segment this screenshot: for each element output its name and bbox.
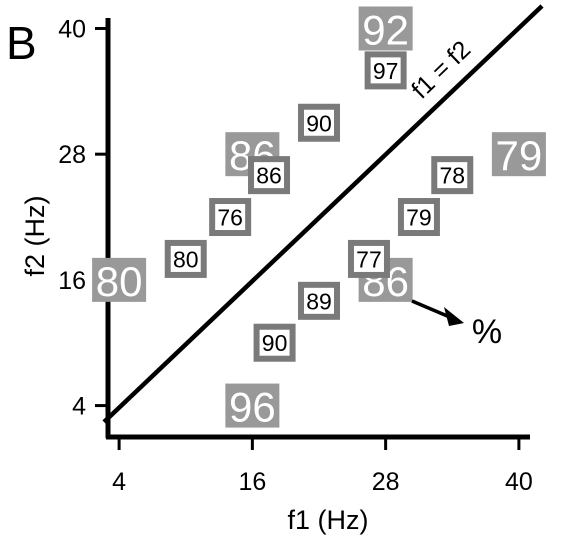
small-point-label: 80 [173,246,199,272]
y-tick-label: 28 [58,141,86,169]
identity-line-label: f1 = f2 [406,35,476,104]
small-point-inner [437,162,468,189]
large-point-label: 79 [496,132,543,179]
large-point-label: 92 [362,6,409,53]
small-point: 97 [364,51,407,90]
small-point-label: 79 [406,205,432,231]
large-point: 96 [225,383,280,431]
large-point-box [358,6,413,51]
x-axis-label: f1 (Hz) [288,505,369,535]
percent-arrow-group: % [411,299,502,351]
y-tick-label: 40 [58,15,86,43]
large-point: 79 [491,132,546,179]
axis-labels: f1 (Hz) f2 (Hz) [20,196,369,536]
small-point-label: 97 [373,58,399,84]
large-point: 80 [92,257,147,305]
small-point-label: 78 [439,163,465,189]
small-point-inner [370,57,401,84]
small-point-inner [304,109,334,136]
small-point-inner [259,329,290,356]
panel-label: B [6,17,37,69]
large-point-box [225,383,280,428]
identity-line-group: f1 = f2 [102,4,544,424]
small-point: 79 [397,198,440,237]
small-point: 89 [298,281,340,320]
large-point-label: 96 [229,384,276,431]
small-point-inner [170,245,201,272]
small-point-label: 76 [217,205,243,231]
axes: 4 16 28 40 4 16 28 40 [58,15,533,496]
small-point-inner [353,245,384,272]
x-tick-label: 28 [372,468,400,496]
small-point-inner [215,204,246,231]
small-point-label: 90 [262,330,288,356]
small-point-inner [254,162,285,189]
small-point: 86 [248,156,291,195]
small-point-label: 86 [256,163,282,189]
y-axis-label: f2 (Hz) [20,196,50,277]
small-point: 78 [431,156,474,195]
x-tick-label: 16 [238,468,266,496]
x-tick-label: 40 [505,468,533,496]
small-point-label: 90 [306,110,332,136]
small-point: 80 [164,239,207,278]
small-point: 90 [253,323,296,362]
y-tick-label: 16 [58,267,86,295]
large-point-label: 80 [96,258,143,305]
percent-label: % [472,313,502,351]
identity-line [102,4,544,424]
small-point-label: 89 [306,288,332,314]
x-tick-label: 4 [112,468,126,496]
small-point: 76 [209,198,252,237]
percent-arrow-shaft [411,299,453,320]
small-point: 77 [347,239,390,278]
small-point-inner [304,287,334,314]
percent-arrow-head [444,307,464,326]
small-point-label: 77 [356,246,382,272]
large-point: 92 [358,6,413,53]
y-tick-label: 4 [72,393,86,421]
large-point-box [92,257,147,302]
large-point-box [491,132,546,177]
small-point-inner [403,204,434,231]
small-point: 90 [298,103,340,142]
